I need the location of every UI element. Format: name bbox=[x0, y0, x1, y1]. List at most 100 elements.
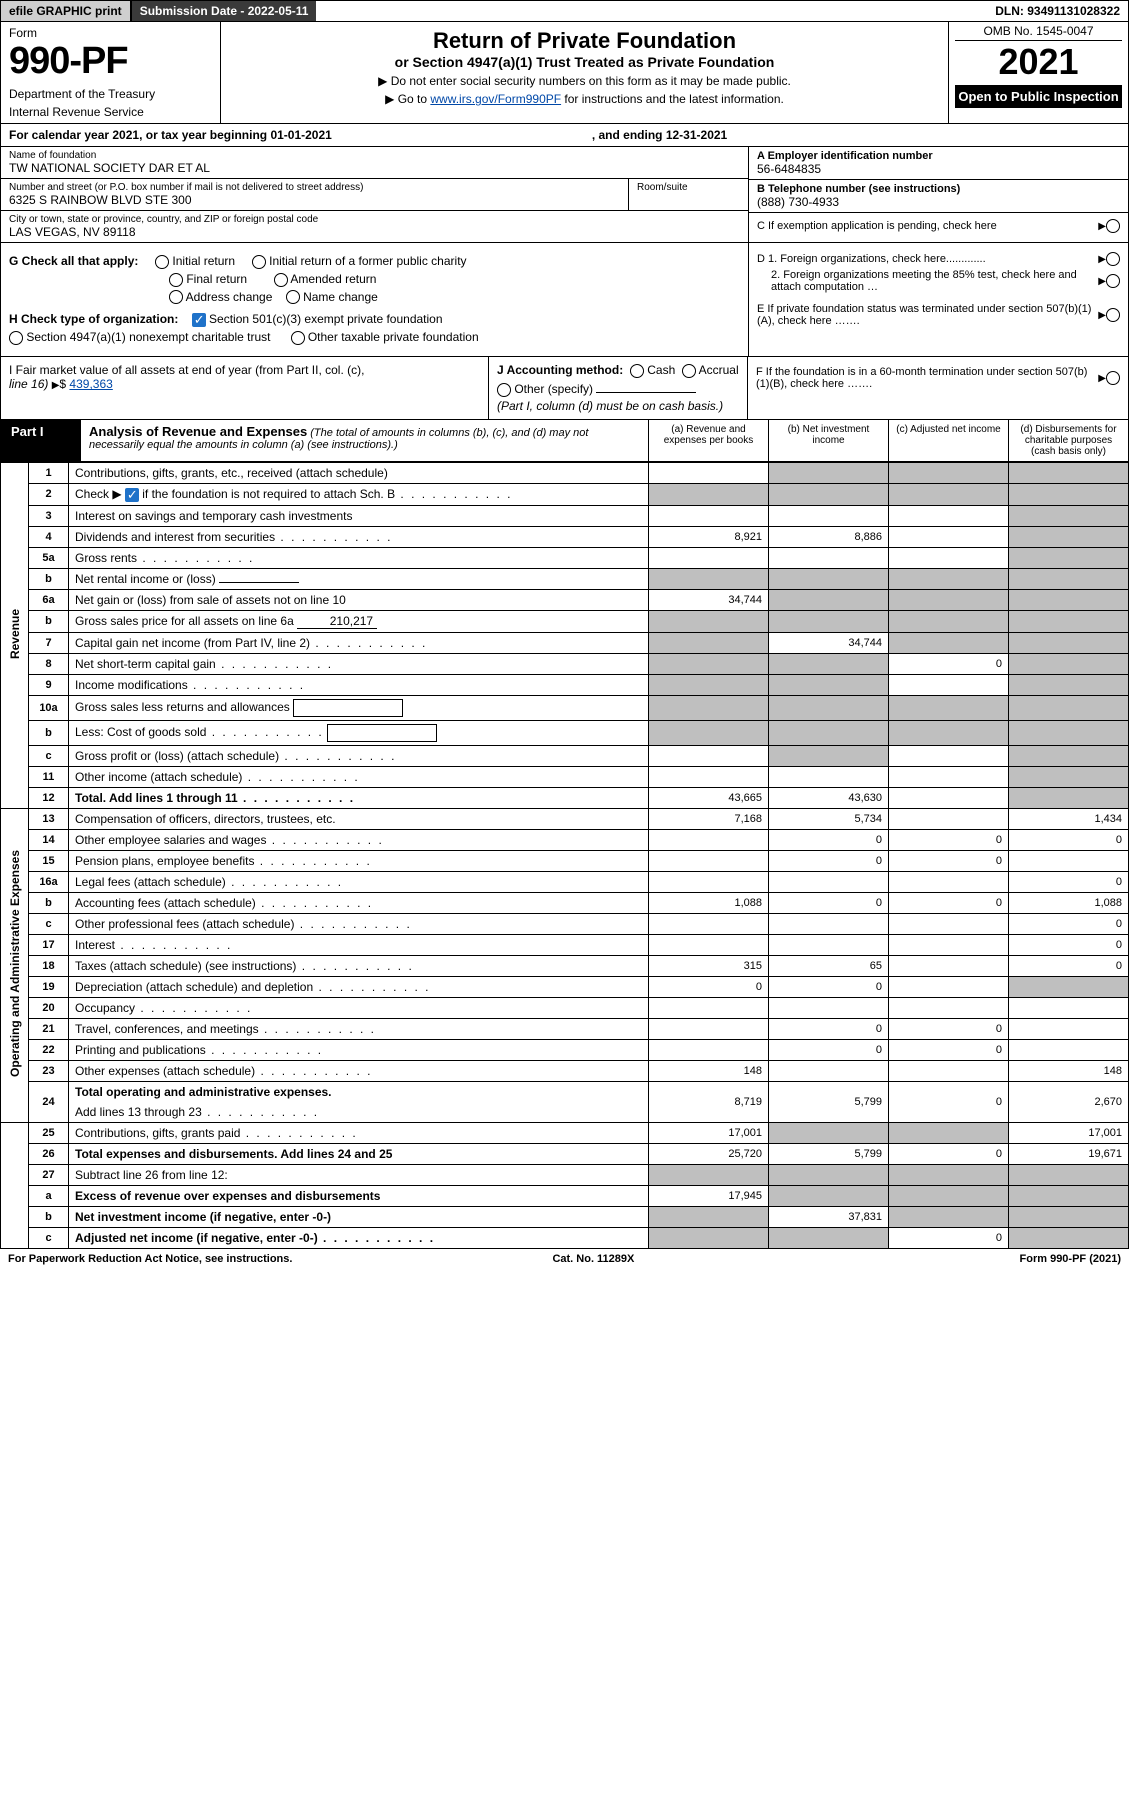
other-method-label: Other (specify) bbox=[514, 382, 593, 396]
exemption-pending-cell: C If exemption application is pending, c… bbox=[749, 213, 1128, 239]
final-return-label: Final return bbox=[186, 272, 247, 286]
foundation-address: 6325 S RAINBOW BLVD STE 300 bbox=[9, 193, 620, 207]
501c3-checkbox[interactable] bbox=[192, 313, 206, 327]
table-row: 19Depreciation (attach schedule) and dep… bbox=[1, 976, 1129, 997]
part1-desc: Analysis of Revenue and Expenses (The to… bbox=[81, 420, 648, 461]
table-row: 10aGross sales less returns and allowanc… bbox=[1, 695, 1129, 720]
form-title: Return of Private Foundation bbox=[229, 28, 940, 54]
gross-sales-value: 210,217 bbox=[297, 614, 377, 629]
c-checkbox[interactable] bbox=[1106, 219, 1120, 233]
final-return-checkbox[interactable] bbox=[169, 273, 183, 287]
table-row: 18Taxes (attach schedule) (see instructi… bbox=[1, 955, 1129, 976]
g-right: D 1. Foreign organizations, check here..… bbox=[748, 243, 1128, 356]
d1-label: D 1. Foreign organizations, check here..… bbox=[757, 253, 1098, 265]
name-change-label: Name change bbox=[303, 290, 378, 304]
table-row: 23Other expenses (attach schedule)148148 bbox=[1, 1060, 1129, 1081]
table-row: 12Total. Add lines 1 through 1143,66543,… bbox=[1, 787, 1129, 808]
table-row: 7Capital gain net income (from Part IV, … bbox=[1, 632, 1129, 653]
part1-title: Analysis of Revenue and Expenses bbox=[89, 424, 307, 439]
line-num: 1 bbox=[29, 462, 69, 483]
d2-label: 2. Foreign organizations meeting the 85%… bbox=[757, 269, 1098, 293]
arrow-icon bbox=[52, 377, 60, 391]
table-row: aExcess of revenue over expenses and dis… bbox=[1, 1185, 1129, 1206]
arrow-icon bbox=[1098, 253, 1106, 265]
header-right: OMB No. 1545-0047 2021 Open to Public In… bbox=[948, 22, 1128, 123]
other-method-line bbox=[596, 392, 696, 393]
room-suite-cell: Room/suite bbox=[628, 179, 748, 210]
header-center: Return of Private Foundation or Section … bbox=[221, 22, 948, 123]
irs-link[interactable]: www.irs.gov/Form990PF bbox=[430, 92, 561, 106]
table-row: 20Occupancy bbox=[1, 997, 1129, 1018]
table-row: 4Dividends and interest from securities8… bbox=[1, 526, 1129, 547]
calyear-begin: For calendar year 2021, or tax year begi… bbox=[9, 128, 332, 142]
initial-return-label: Initial return bbox=[172, 254, 235, 268]
other-method-checkbox[interactable] bbox=[497, 383, 511, 397]
table-row: 25Contributions, gifts, grants paid17,00… bbox=[1, 1122, 1129, 1143]
4947-checkbox[interactable] bbox=[9, 331, 23, 345]
city-cell: City or town, state or province, country… bbox=[1, 211, 748, 242]
col-b-header: (b) Net investment income bbox=[768, 420, 888, 461]
f-block: F If the foundation is in a 60-month ter… bbox=[748, 357, 1128, 419]
name-change-checkbox[interactable] bbox=[286, 290, 300, 304]
table-row: 17Interest0 bbox=[1, 934, 1129, 955]
table-row: 16aLegal fees (attach schedule)0 bbox=[1, 871, 1129, 892]
fmv-link[interactable]: 439,363 bbox=[69, 377, 112, 391]
ident-left: Name of foundation TW NATIONAL SOCIETY D… bbox=[1, 147, 748, 242]
address-change-checkbox[interactable] bbox=[169, 290, 183, 304]
e-checkbox[interactable] bbox=[1106, 308, 1120, 322]
initial-former-checkbox[interactable] bbox=[252, 255, 266, 269]
schb-checkbox[interactable] bbox=[125, 488, 139, 502]
table-row: 2 Check ▶ if the foundation is not requi… bbox=[1, 483, 1129, 505]
calyear-ending: , and ending 12-31-2021 bbox=[592, 128, 727, 142]
f-label: F If the foundation is in a 60-month ter… bbox=[756, 366, 1098, 390]
table-row: 14Other employee salaries and wages000 bbox=[1, 829, 1129, 850]
accrual-checkbox[interactable] bbox=[682, 364, 696, 378]
amended-label: Amended return bbox=[290, 272, 376, 286]
h-label: H Check type of organization: bbox=[9, 312, 178, 326]
table-row: 3Interest on savings and temporary cash … bbox=[1, 505, 1129, 526]
tax-year: 2021 bbox=[955, 41, 1122, 83]
foundation-name-cell: Name of foundation TW NATIONAL SOCIETY D… bbox=[1, 147, 748, 179]
table-row: 5aGross rents bbox=[1, 547, 1129, 568]
dept-treasury: Department of the Treasury bbox=[9, 87, 212, 101]
d1-checkbox[interactable] bbox=[1106, 252, 1120, 266]
j-label: J Accounting method: bbox=[497, 363, 623, 377]
other-taxable-label: Other taxable private foundation bbox=[308, 330, 479, 344]
initial-former-label: Initial return of a former public charit… bbox=[269, 254, 466, 268]
form-number: 990-PF bbox=[9, 40, 212, 83]
table-row: 22Printing and publications00 bbox=[1, 1039, 1129, 1060]
amended-checkbox[interactable] bbox=[274, 273, 288, 287]
blank-sidelabel bbox=[1, 1122, 29, 1248]
initial-return-checkbox[interactable] bbox=[155, 255, 169, 269]
top-bar: efile GRAPHIC print Submission Date - 20… bbox=[0, 0, 1129, 22]
ein-value: 56-6484835 bbox=[757, 162, 1120, 176]
form-word: Form bbox=[9, 26, 212, 40]
table-row: bLess: Cost of goods sold bbox=[1, 720, 1129, 745]
header-left: Form 990-PF Department of the Treasury I… bbox=[1, 22, 221, 123]
f-checkbox[interactable] bbox=[1106, 371, 1120, 385]
efile-print-button[interactable]: efile GRAPHIC print bbox=[1, 1, 132, 21]
i-label: I Fair market value of all assets at end… bbox=[9, 363, 364, 377]
4947-label: Section 4947(a)(1) nonexempt charitable … bbox=[26, 330, 270, 344]
arrow-icon bbox=[1098, 309, 1106, 321]
d2-checkbox[interactable] bbox=[1106, 274, 1120, 288]
col-c-header: (c) Adjusted net income bbox=[888, 420, 1008, 461]
table-row: 24Total operating and administrative exp… bbox=[1, 1081, 1129, 1102]
j-note: (Part I, column (d) must be on cash basi… bbox=[497, 399, 739, 413]
g-label: G Check all that apply: bbox=[9, 254, 138, 268]
other-taxable-checkbox[interactable] bbox=[291, 331, 305, 345]
table-row: 9Income modifications bbox=[1, 674, 1129, 695]
part1-header: Part I Analysis of Revenue and Expenses … bbox=[0, 420, 1129, 462]
rental-income-line bbox=[219, 582, 299, 583]
cash-checkbox[interactable] bbox=[630, 364, 644, 378]
table-row: bNet rental income or (loss) bbox=[1, 568, 1129, 589]
omb-number: OMB No. 1545-0047 bbox=[955, 24, 1122, 41]
col-d-header: (d) Disbursements for charitable purpose… bbox=[1008, 420, 1128, 461]
ein-cell: A Employer identification number 56-6484… bbox=[749, 147, 1128, 180]
foundation-name: TW NATIONAL SOCIETY DAR ET AL bbox=[9, 161, 740, 175]
table-row: cGross profit or (loss) (attach schedule… bbox=[1, 745, 1129, 766]
arrow-icon bbox=[1098, 220, 1106, 232]
table-row: cAdjusted net income (if negative, enter… bbox=[1, 1227, 1129, 1248]
line-desc: Check ▶ if the foundation is not require… bbox=[69, 483, 649, 505]
col-a-header: (a) Revenue and expenses per books bbox=[648, 420, 768, 461]
